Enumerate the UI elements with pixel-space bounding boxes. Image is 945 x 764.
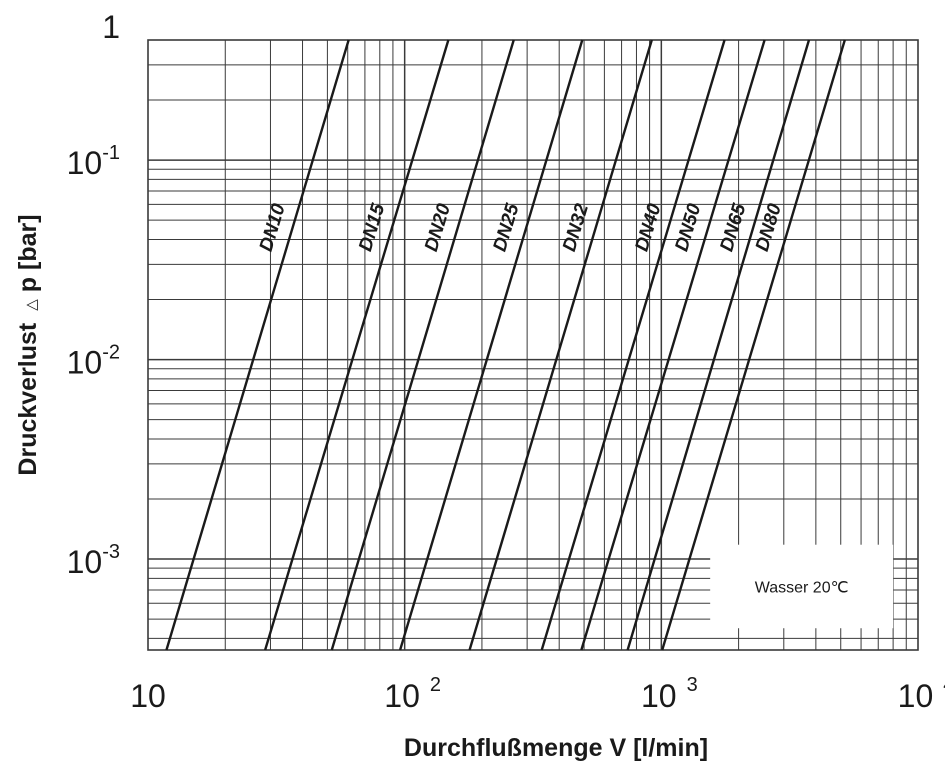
grid: [147, 39, 919, 651]
series-line-dn40: [540, 39, 726, 651]
series-label-dn25: DN25: [490, 201, 524, 254]
series-line-dn50: [580, 39, 766, 651]
x-tick-label: 10 3: [641, 674, 698, 714]
annotation-box: Wasser 20℃: [710, 544, 894, 629]
series-label-dn80: DN80: [752, 201, 786, 254]
y-tick-label: 10-2: [67, 342, 120, 381]
series-line-dn80: [661, 39, 846, 651]
series-line-dn65: [626, 39, 811, 651]
series-line-dn32: [468, 39, 653, 651]
series-label-dn20: DN20: [421, 201, 455, 254]
series-label-dn32: DN32: [559, 201, 593, 254]
series-line-dn25: [398, 39, 584, 651]
series-label-dn10: DN10: [256, 201, 290, 254]
y-axis-title-text: Druckverlust: [14, 322, 42, 476]
tick-labels: 10 102 103 104 1 10-1 10-2 10-3: [67, 9, 945, 714]
series-label-dn65: DN65: [716, 201, 750, 254]
series-line-dn15: [263, 39, 450, 651]
plot-frame: [147, 39, 919, 651]
series-line-dn10: [165, 39, 350, 651]
y-axis-title-unit: p [bar]: [14, 214, 42, 292]
series-line-dn20: [330, 39, 515, 651]
series-label-dn15: DN15: [355, 201, 389, 254]
annotation-text: Wasser 20℃: [755, 579, 849, 596]
x-tick-label: 104: [898, 674, 945, 714]
y-axis-title: Druckverlust △ p [bar]: [14, 214, 42, 475]
y-tick-label: 10-1: [67, 142, 120, 181]
x-tick-label: 10 2: [384, 674, 441, 714]
series-label-dn50: DN50: [671, 201, 705, 254]
x-tick-label: 10: [130, 678, 166, 714]
x-axis-title: Durchflußmenge V [l/min]: [404, 734, 708, 762]
delta-symbol: △: [23, 299, 40, 311]
y-tick-label: 1: [102, 9, 120, 45]
y-tick-label: 10-3: [67, 541, 120, 580]
series-lines: [165, 39, 846, 651]
